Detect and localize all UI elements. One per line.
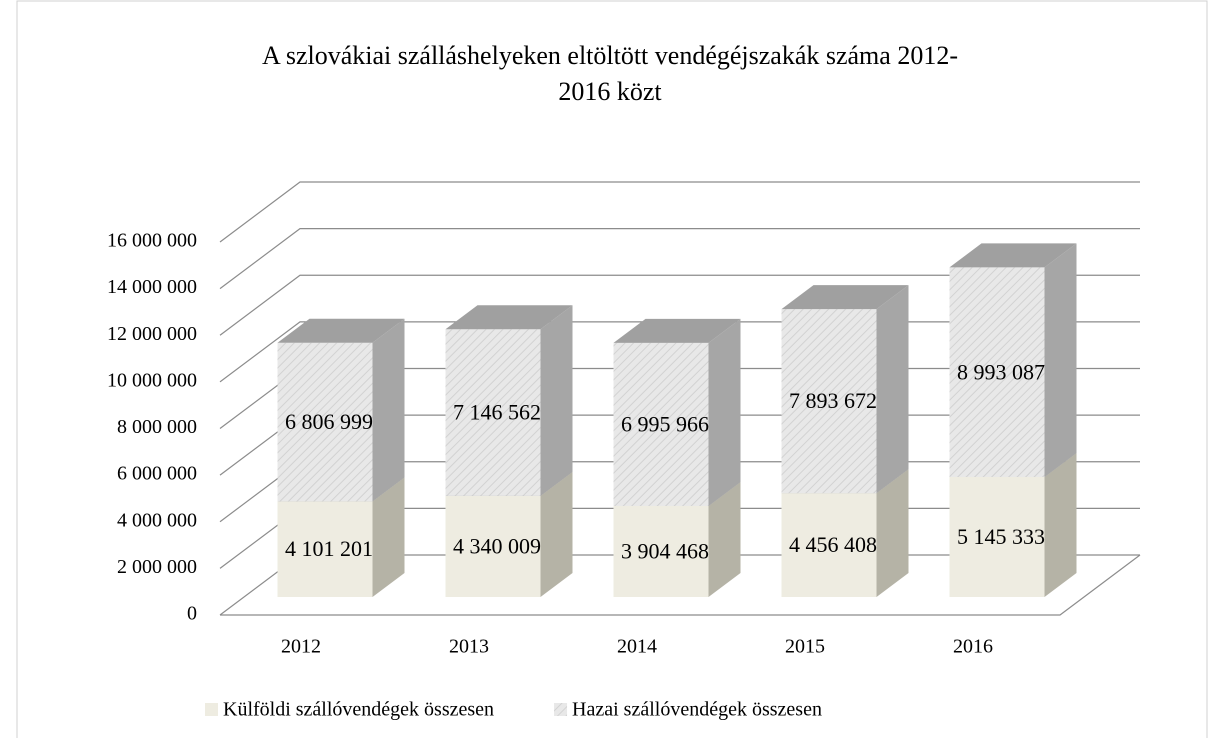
bar-top [781, 285, 909, 310]
bar-front [613, 342, 709, 506]
bar-front [445, 329, 541, 496]
bar-front [781, 309, 877, 494]
legend-swatch [205, 703, 218, 716]
grid-line [219, 228, 1140, 290]
legend-swatch [554, 703, 568, 716]
bar-front [949, 267, 1045, 478]
value-label: 7 146 562 [453, 400, 541, 425]
y-tick-label: 12 000 000 [107, 323, 197, 345]
grid-line [219, 274, 1140, 336]
y-tick-label: 0 [187, 603, 197, 625]
bar-front [781, 493, 877, 597]
value-label: 4 340 009 [453, 533, 541, 558]
value-label: 6 806 999 [285, 409, 373, 434]
x-tick-label: 2013 [449, 636, 489, 658]
bar-top [445, 305, 573, 330]
chart-title: A szlovákiai szálláshelyeken eltöltött v… [262, 41, 958, 70]
y-tick-label: 2 000 000 [117, 556, 197, 578]
bar-front [277, 501, 373, 597]
bar-side [1044, 243, 1077, 478]
x-tick-label: 2012 [281, 636, 321, 658]
bar-side [708, 481, 741, 597]
x-tick-label: 2014 [617, 636, 657, 658]
bar-side [1044, 453, 1077, 597]
bar-front [949, 477, 1045, 597]
bar-front [613, 505, 709, 597]
bar-side [372, 318, 405, 502]
value-label: 4 456 408 [789, 532, 877, 557]
bar-side [540, 471, 573, 597]
x-tick-label: 2016 [953, 636, 993, 658]
value-label: 8 993 087 [957, 359, 1045, 384]
y-tick-label: 4 000 000 [117, 509, 197, 531]
y-tick-label: 6 000 000 [117, 463, 197, 485]
floor-edge [220, 554, 1141, 616]
value-label: 5 145 333 [957, 524, 1045, 549]
y-tick-label: 16 000 000 [107, 230, 197, 252]
bar-top [613, 318, 741, 343]
grid-line [219, 181, 1140, 243]
bar-side [372, 477, 405, 597]
bar-front [445, 495, 541, 597]
y-tick-label: 10 000 000 [107, 369, 197, 391]
bar-front [277, 342, 373, 502]
value-label: 4 101 201 [285, 536, 373, 561]
y-tick-label: 8 000 000 [117, 416, 197, 438]
legend-label: Külföldi szállóvendégek összesen [223, 699, 494, 721]
chart-title: 2016 közt [558, 77, 662, 106]
bar-top [949, 243, 1077, 268]
value-label: 6 995 966 [621, 411, 709, 436]
value-label: 7 893 672 [789, 388, 877, 413]
bar-side [708, 318, 741, 506]
y-tick-label: 14 000 000 [107, 276, 197, 298]
bar-side [876, 469, 909, 597]
legend-label: Hazai szállóvendégek összesen [572, 699, 822, 721]
value-label: 3 904 468 [621, 539, 709, 564]
bar-side [876, 285, 909, 494]
bar-top [277, 318, 405, 343]
bar-side [540, 305, 573, 496]
x-tick-label: 2015 [785, 636, 825, 658]
